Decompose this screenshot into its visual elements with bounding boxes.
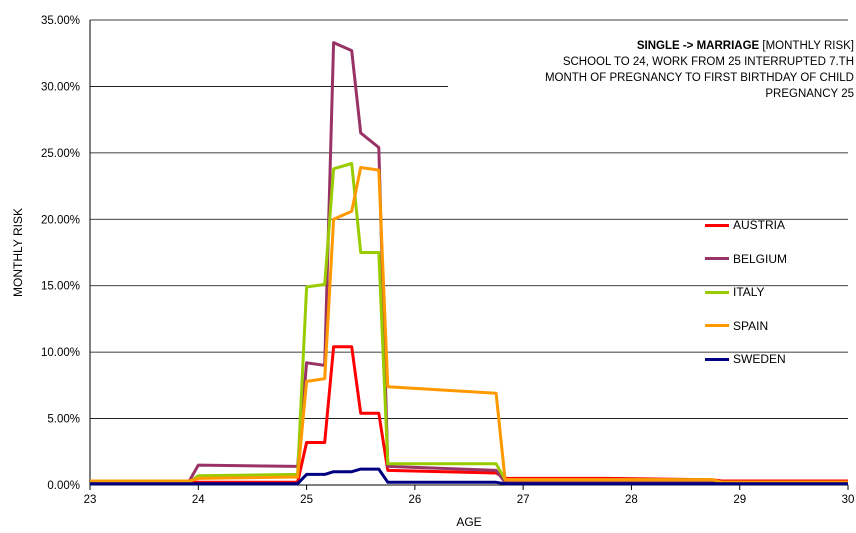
legend-item: BELGIUM — [705, 252, 787, 266]
gridlines — [90, 19, 848, 419]
annotation-title: SINGLE -> MARRIAGE [MONTHLY RISK] — [394, 38, 854, 54]
annotation-bold: SINGLE -> MARRIAGE — [636, 40, 760, 52]
annotation-line-3: PREGNANCY 25 — [765, 88, 854, 100]
y-tick-label: 5.00% — [47, 414, 80, 426]
y-tick-label: 15.00% — [41, 281, 80, 293]
legend-swatch — [705, 324, 729, 327]
series-line-sweden — [90, 467, 848, 486]
series-line-spain — [90, 166, 848, 484]
x-tick-label: 23 — [84, 494, 97, 506]
legend-label: BELGIUM — [733, 251, 788, 266]
x-axis-label: AGE — [456, 515, 481, 529]
annotation-line-2: MONTH OF PREGNANCY TO FIRST BIRTHDAY OF … — [544, 72, 854, 84]
legend-swatch — [705, 257, 729, 260]
legend-swatch — [705, 290, 729, 294]
x-tick-label: 25 — [300, 494, 313, 506]
y-tick-label: 30.00% — [41, 81, 80, 93]
tick-labels: 0.00% 5.00% 10.00% 15.00% 20.00% 25.00% 30.00%… — [41, 15, 854, 506]
x-tick-label: 27 — [517, 494, 530, 506]
legend-label: ITALY — [733, 285, 765, 299]
chart-annotation: SINGLE -> MARRIAGE [MONTHLY RISK] SCHOOL… — [394, 38, 854, 102]
legend-swatch — [705, 223, 729, 227]
annotation-suffix: [MONTHLY RISK] — [759, 40, 854, 52]
series-lines — [90, 41, 848, 486]
legend-label: SWEDEN — [733, 352, 786, 366]
y-axis-label: MONTHLY RISK — [11, 208, 25, 297]
annotation-line-1: SCHOOL TO 24, WORK FROM 25 INTERRUPTED 7… — [562, 56, 854, 68]
legend-label: SPAIN — [733, 318, 769, 333]
x-tick-label: 28 — [625, 494, 638, 506]
legend-item: SWEDEN — [705, 352, 786, 366]
x-tick-label: 30 — [842, 494, 855, 506]
x-tick-label: 29 — [733, 494, 746, 506]
y-tick-label: 35.00% — [41, 15, 80, 27]
y-tick-label: 0.00% — [47, 480, 80, 492]
y-tick-label: 10.00% — [41, 347, 80, 359]
y-tick-label: 20.00% — [41, 214, 80, 226]
y-tick-label: 25.00% — [41, 148, 80, 160]
x-tick-label: 24 — [192, 494, 205, 506]
legend-swatch — [705, 357, 729, 361]
series-line-austria — [90, 345, 848, 484]
legend-item: SPAIN — [705, 319, 768, 333]
legend-item: AUSTRIA — [705, 218, 785, 232]
legend-label: AUSTRIA — [733, 218, 786, 232]
x-tick-label: 26 — [408, 494, 421, 506]
series-line-belgium — [90, 41, 848, 484]
legend-item: ITALY — [705, 285, 765, 299]
